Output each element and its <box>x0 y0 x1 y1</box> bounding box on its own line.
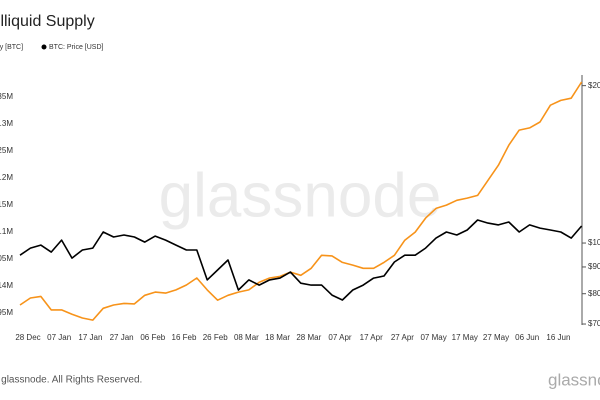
legend-label: BTC: Price [USD] <box>49 44 104 51</box>
x-tick-label: 17 Jan <box>78 333 102 342</box>
logo: glassnode <box>548 370 600 389</box>
y-tick-label: 14.2M <box>0 173 13 182</box>
x-tick-label: 28 Dec <box>15 333 40 342</box>
x-tick-label: 07 Apr <box>328 333 351 342</box>
x-tick-label: 27 Jan <box>110 333 134 342</box>
y-tick-label: 13.95M <box>0 308 13 317</box>
y2-tick-label: $10000 <box>588 238 600 247</box>
y2-tick-label: $8000 <box>588 289 600 298</box>
chart-title: Illiquid Supply <box>0 13 95 30</box>
x-tick-label: 08 Mar <box>234 333 259 342</box>
x-tick-label: 26 Feb <box>203 333 228 342</box>
x-tick-label: 17 Apr <box>360 333 383 342</box>
x-tick-label: 07 May <box>420 333 446 342</box>
y2-tick-label: $20000 <box>588 81 600 90</box>
y2-tick-label: $9000 <box>588 262 600 271</box>
y-tick-label: 14.1M <box>0 227 13 236</box>
x-tick-label: 07 Jan <box>47 333 71 342</box>
x-tick-label: 16 Jun <box>546 333 570 342</box>
legend-label: Illiquid Supply [BTC] <box>0 44 23 51</box>
x-tick-label: 16 Feb <box>172 333 197 342</box>
x-tick-label: 06 Jun <box>515 333 539 342</box>
watermark: glassnode <box>159 161 442 230</box>
x-tick-label: 28 Mar <box>296 333 321 342</box>
x-tick-label: 18 Mar <box>265 333 290 342</box>
legend: Illiquid Supply [BTC] BTC: Price [USD] <box>0 44 104 51</box>
x-tick-label: 27 May <box>483 333 509 342</box>
x-tick-label: 27 Apr <box>391 333 414 342</box>
y-tick-label: 14.35M <box>0 92 13 101</box>
series-line <box>19 219 583 301</box>
y-tick-label: 14M <box>0 281 13 290</box>
y-tick-label: 14.25M <box>0 146 13 155</box>
y-tick-label: 14.3M <box>0 119 13 128</box>
y-tick-label: 14.15M <box>0 200 13 209</box>
x-tick-label: 06 Feb <box>140 333 165 342</box>
series-line <box>19 81 583 321</box>
footer: © glassnode. All Rights Reserved. <box>0 375 142 386</box>
x-tick-label: 17 May <box>452 333 478 342</box>
legend-marker <box>41 44 47 50</box>
y-tick-label: 14.05M <box>0 254 13 263</box>
y2-tick-label: $7000 <box>588 319 600 328</box>
